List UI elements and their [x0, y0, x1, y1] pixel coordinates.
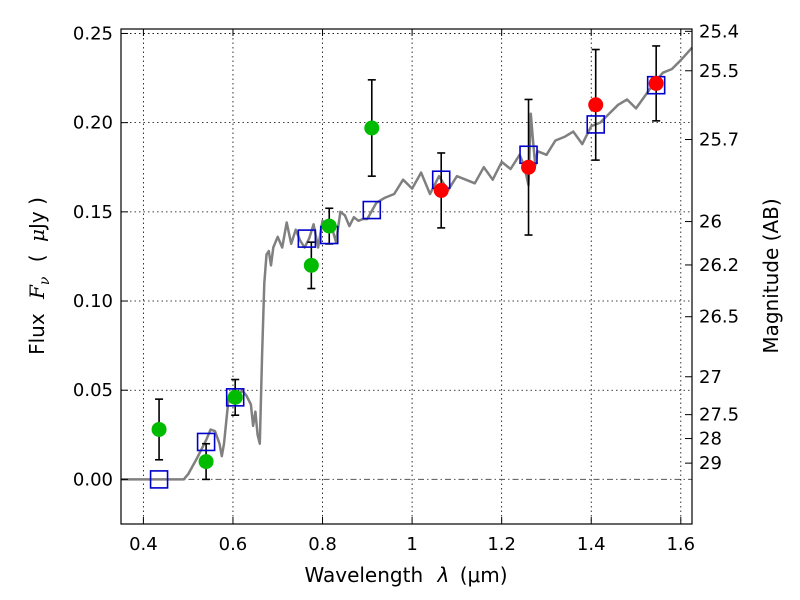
x-axis-title: Wavelength λ (μm): [304, 563, 507, 587]
right-tick-label: 26.5: [699, 307, 739, 328]
x-tick-label: 1.2: [487, 534, 516, 555]
x-axis-title-symbol: λ: [437, 563, 450, 587]
plot-frame: [120, 28, 693, 525]
y-axis-title-mu: μ: [25, 229, 49, 242]
errorbar-layer: [155, 45, 661, 481]
x-tick-label: 1.6: [666, 534, 695, 555]
x-axis-title-text: Wavelength: [304, 563, 423, 587]
right-tick-label: 29: [699, 453, 722, 474]
x-tick-label: 0.4: [129, 534, 158, 555]
model-spectrum-layer: [121, 46, 693, 481]
y-tick-label: 0.15: [73, 202, 113, 223]
right-tick-label: 25.5: [699, 61, 739, 82]
x-tick-label: 1.4: [577, 534, 606, 555]
y-axis-title-subscript: ν: [37, 276, 53, 285]
right-tick-label: 25.4: [699, 21, 739, 42]
right-tick-label: 25.7: [699, 130, 739, 151]
y-axis-title-paren: (: [25, 254, 49, 262]
y-axis-title-text: Flux: [25, 313, 49, 355]
right-tick-label: 28: [699, 429, 722, 450]
x-tick-label: 0.8: [308, 534, 337, 555]
observed-point-red: [648, 75, 664, 91]
observed-point-green: [198, 454, 214, 470]
right-tick-label: 26.2: [699, 255, 739, 276]
y-axis-title: Flux Fν ( μJy ): [25, 197, 54, 355]
observed-point-green: [364, 120, 380, 136]
y-tick-label: 0.25: [73, 23, 113, 44]
right-tick-label: 27: [699, 367, 722, 388]
x-axis-title-unit: (μm): [460, 563, 508, 587]
model-spectrum-line: [121, 46, 693, 481]
observed-point-green: [227, 389, 243, 405]
model-photometry-square: [297, 229, 317, 248]
observed-point-green: [303, 257, 319, 273]
x-tick-label: 0.6: [219, 534, 248, 555]
y-tick-label: 0.05: [73, 380, 113, 401]
y-axis-title-symbol: F: [25, 284, 49, 300]
y-axis-title-unit: Jy ): [25, 197, 49, 231]
y-tick-label: 0.00: [73, 469, 113, 490]
model-photometry-square: [225, 388, 245, 407]
model-photometry-square: [149, 470, 169, 489]
right-axis-title: Magnitude (AB): [759, 198, 783, 353]
tick-layer: 0.4 0.6 0.8 1 1.2 1.4 1.6 0.00 0.05 0.10 0.15 0.20 0…: [73, 21, 739, 555]
observed-point-red: [521, 159, 537, 175]
observed-point-green: [321, 218, 337, 234]
model-photometry-square: [362, 200, 382, 220]
marker-layer: [149, 75, 666, 489]
model-photometry-square: [586, 115, 606, 134]
observed-point-red: [433, 182, 449, 198]
y-tick-label: 0.10: [73, 291, 113, 312]
y-tick-label: 0.20: [73, 113, 113, 134]
observed-point-red: [588, 97, 604, 113]
right-tick-label: 27.5: [699, 405, 739, 426]
grid: [121, 29, 692, 524]
x-tick-label: 1: [406, 534, 417, 555]
model-photometry-square: [196, 432, 216, 452]
observed-point-green: [151, 421, 167, 437]
right-tick-label: 26: [699, 212, 722, 233]
